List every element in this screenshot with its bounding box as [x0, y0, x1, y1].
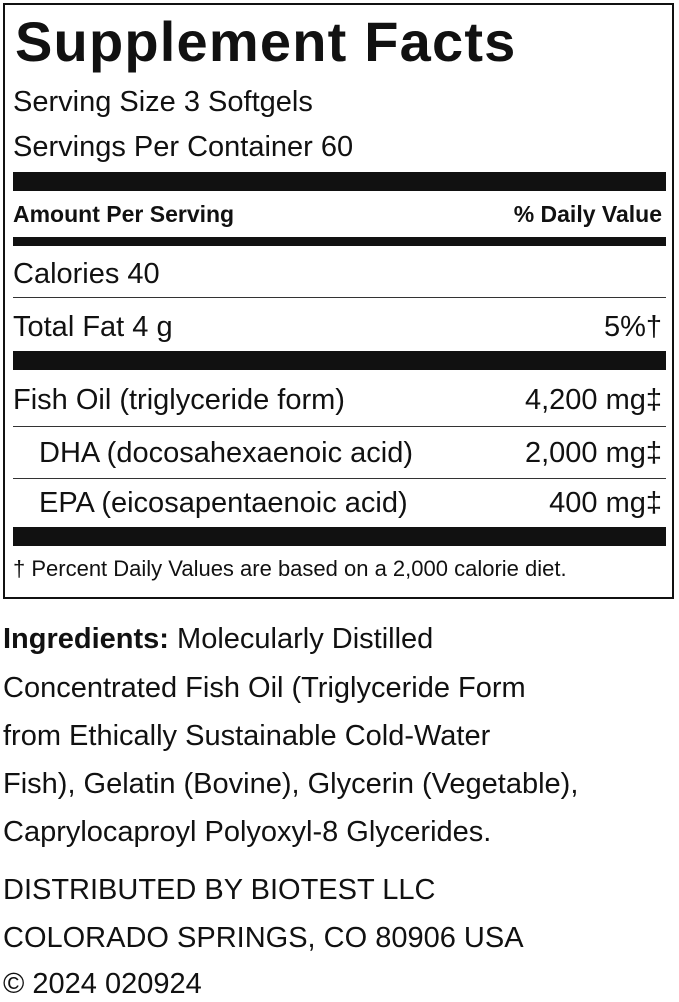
- row-value: 4,200 mg‡: [524, 384, 662, 416]
- row-label: DHA (docosahexaenoic acid): [39, 437, 413, 469]
- ingredients-line: Fish), Gelatin (Bovine), Glycerin (Veget…: [3, 768, 579, 800]
- serving-size: Serving Size 3 Softgels: [13, 86, 313, 118]
- distributor-line: © 2024 020924: [3, 968, 202, 1000]
- servings-per-container: Servings Per Container 60: [13, 131, 354, 163]
- ingredients-text: Molecularly Distilled: [177, 623, 434, 655]
- row-value: 400 mg‡: [549, 487, 662, 519]
- footnote: † Percent Daily Values are based on a 2,…: [13, 556, 567, 581]
- ingredients-label: Ingredients:: [3, 623, 169, 655]
- divider: [13, 172, 666, 191]
- divider: [13, 237, 666, 246]
- rule: [13, 478, 666, 479]
- row-label: Total Fat 4 g: [13, 311, 173, 343]
- ingredients-line: Caprylocaproyl Polyoxyl-8 Glycerides.: [3, 816, 492, 848]
- ingredients-line: Ingredients: Molecularly Distilled: [3, 622, 433, 656]
- facts-panel: Supplement Facts Serving Size 3 Softgels…: [3, 3, 674, 599]
- distributor-line: COLORADO SPRINGS, CO 80906 USA: [3, 922, 524, 954]
- divider: [13, 527, 666, 546]
- divider: [13, 351, 666, 370]
- header-left: Amount Per Serving: [13, 201, 235, 227]
- row-label: Fish Oil (triglyceride form): [13, 384, 345, 416]
- ingredients-line: Concentrated Fish Oil (Triglyceride Form: [3, 672, 526, 704]
- rule: [13, 426, 666, 427]
- row-label: EPA (eicosapentaenoic acid): [39, 487, 408, 519]
- row-value: 5%†: [603, 311, 662, 343]
- row-label: Calories 40: [13, 258, 160, 290]
- rule: [13, 297, 666, 298]
- distributor-line: DISTRIBUTED BY BIOTEST LLC: [3, 874, 436, 906]
- facts-title: Supplement Facts: [15, 10, 517, 73]
- header-right: % Daily Value: [513, 201, 662, 227]
- row-value: 2,000 mg‡: [524, 437, 662, 469]
- ingredients-line: from Ethically Sustainable Cold-Water: [3, 720, 491, 752]
